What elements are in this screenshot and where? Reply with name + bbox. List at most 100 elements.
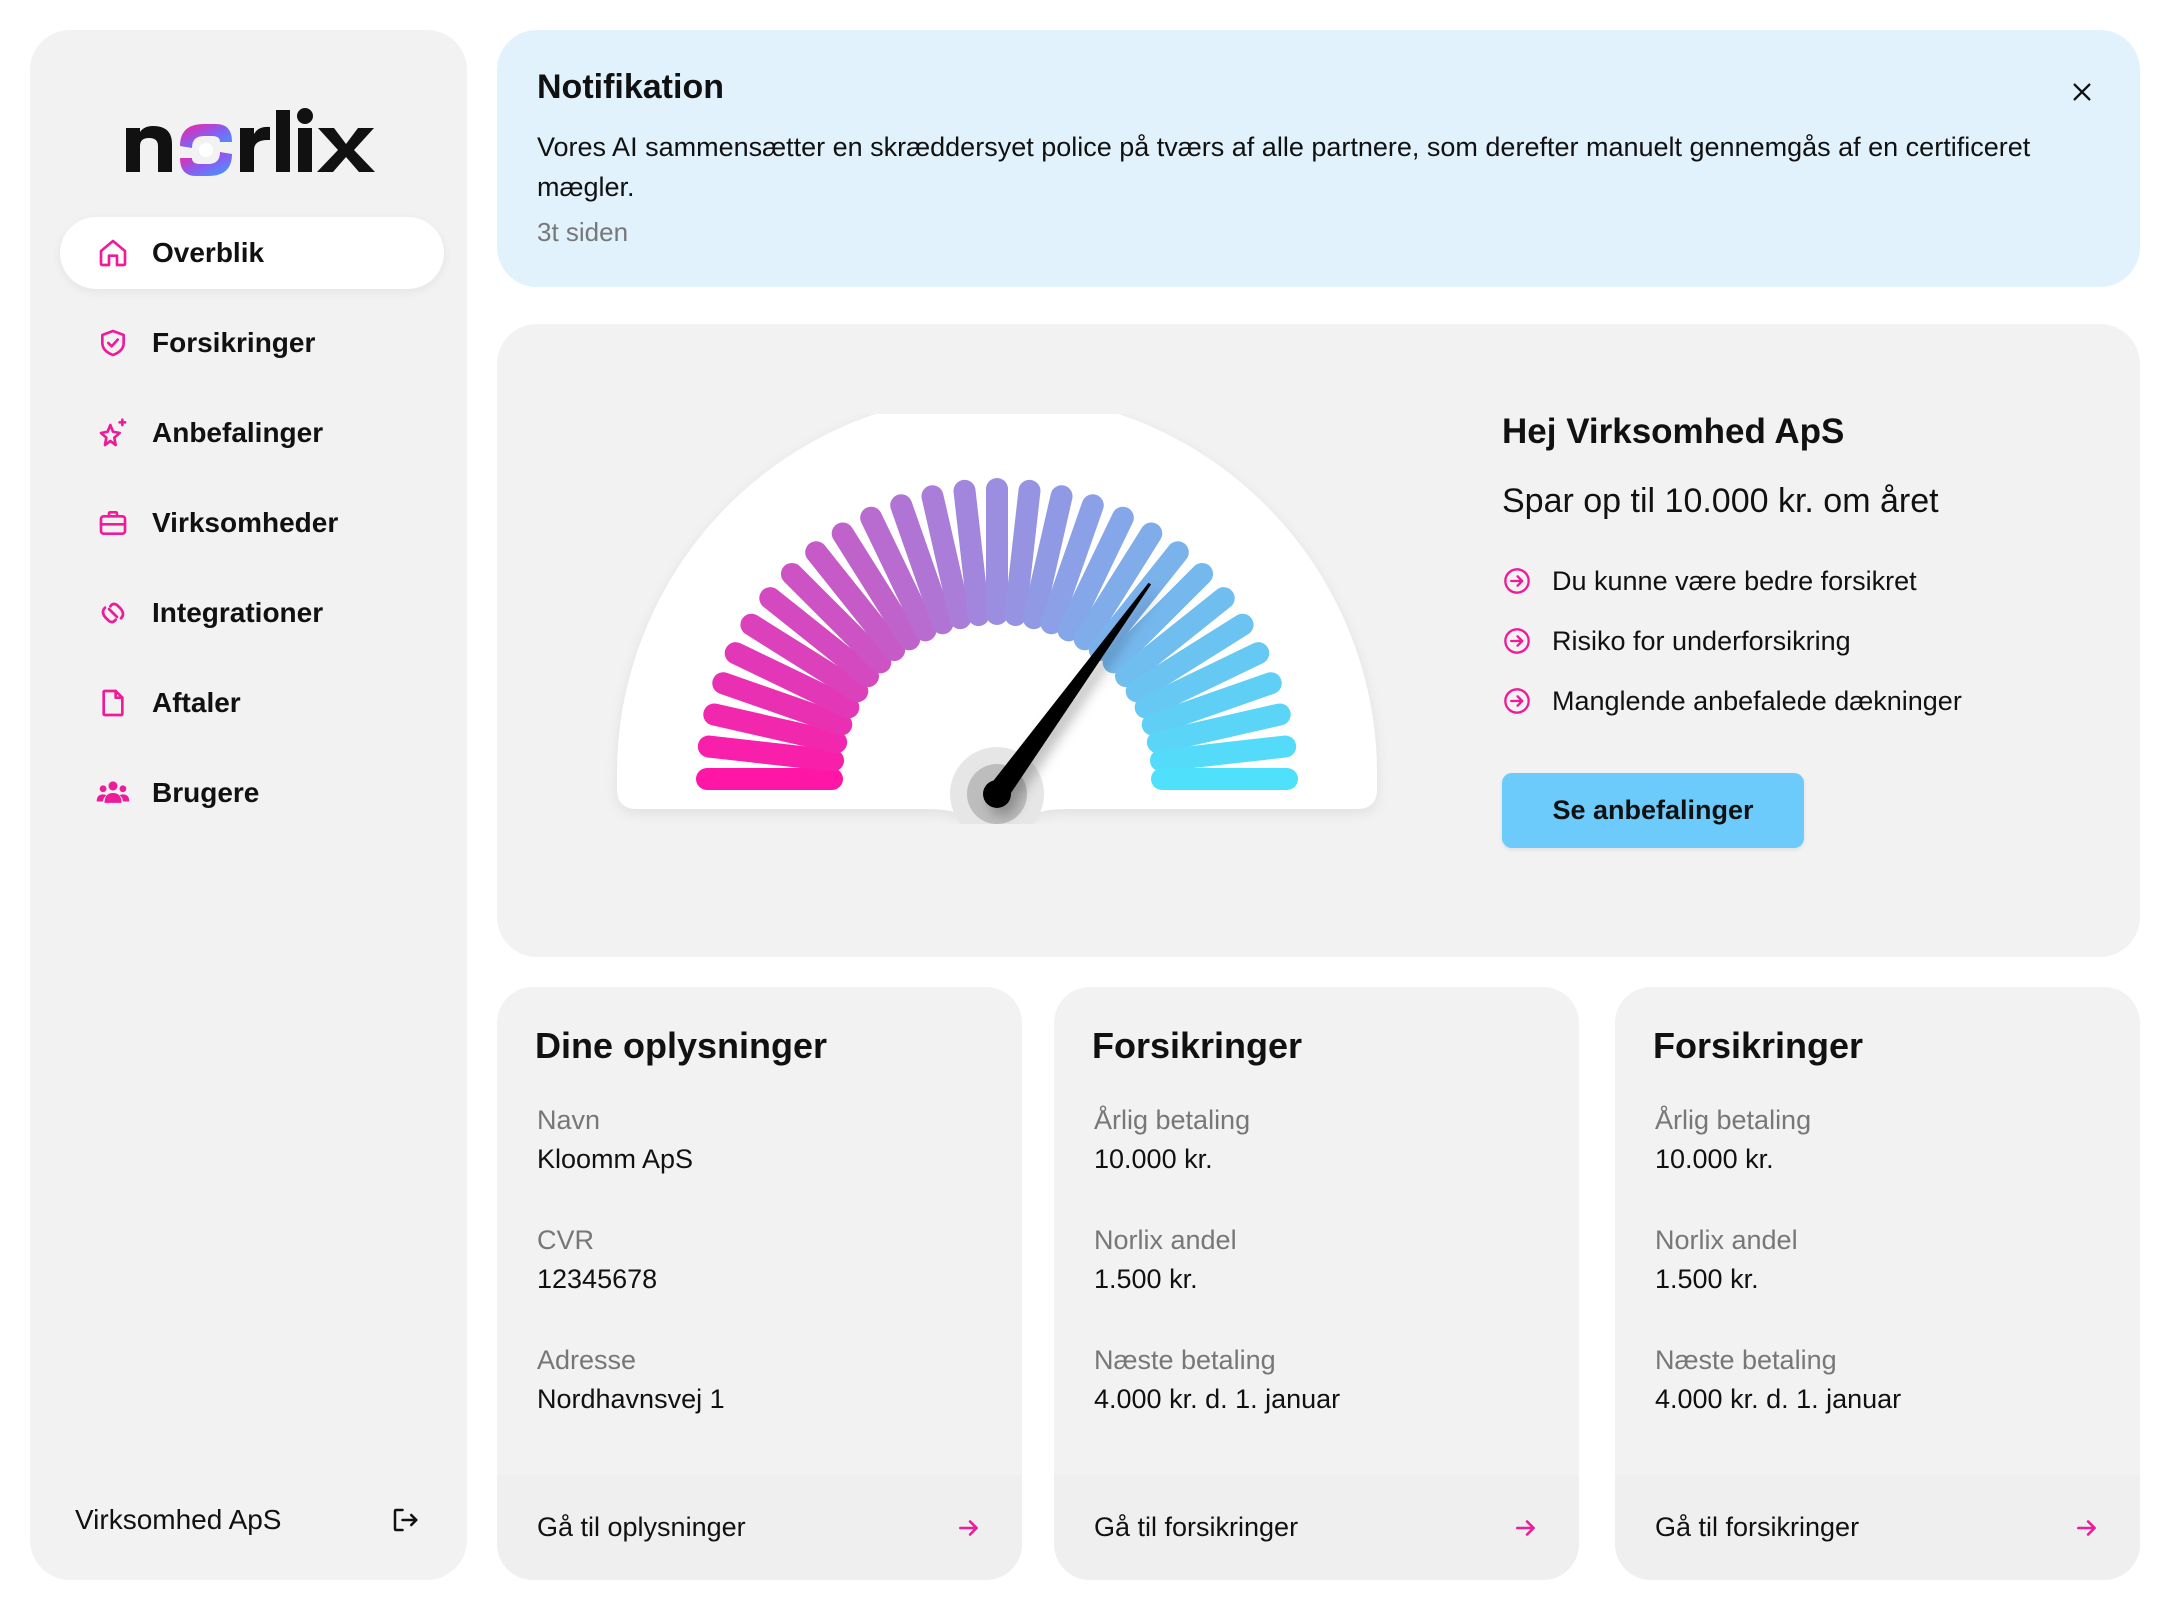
- sidebar-item-aftaler[interactable]: Aftaler: [60, 667, 444, 739]
- card-fields: Årlig betaling 10.000 kr. Norlix andel 1…: [1655, 1105, 1901, 1465]
- gauge-segment: [759, 587, 879, 688]
- sidebar-item-label: Virksomheder: [152, 507, 339, 538]
- notification-time: 3t siden: [537, 217, 629, 247]
- sidebar-item-label: Anbefalinger: [152, 417, 324, 448]
- sidebar-item-label: Forsikringer: [152, 327, 316, 358]
- card-title: Forsikringer: [1653, 1025, 1864, 1066]
- notification-body: Vores AI sammensætter en skræddersyet po…: [537, 132, 2031, 202]
- gauge-segment: [712, 672, 853, 736]
- hero-text: Hej Virksomhed ApS Spar op til 10.000 kr…: [1502, 412, 2102, 848]
- shield-check-icon: [94, 324, 132, 362]
- field-value: 10.000 kr.: [1655, 1144, 1774, 1174]
- sidebar-item-virksomheder[interactable]: Virksomheder: [60, 487, 444, 559]
- sidebar-item-label: Integrationer: [152, 597, 324, 628]
- gauge-segment: [1141, 672, 1282, 736]
- go-to-insurances-link[interactable]: Gå til forsikringer: [1054, 1475, 1579, 1580]
- arrow-right-icon: [2072, 1513, 2102, 1543]
- sidebar: Overblik Forsikringer Anbefalinger Virks…: [30, 30, 467, 1580]
- link-icon: [94, 594, 132, 632]
- field-label: Næste betaling: [1655, 1345, 1837, 1375]
- close-icon[interactable]: [2062, 72, 2102, 112]
- field-label: Årlig betaling: [1655, 1105, 1812, 1135]
- briefcase-icon: [94, 504, 132, 542]
- arrow-right-icon: [954, 1513, 984, 1543]
- field-norlix-share: Norlix andel 1.500 kr.: [1094, 1225, 1340, 1345]
- gauge-segment: [890, 494, 954, 635]
- list-item-text: Du kunne være bedre forsikret: [1552, 565, 1917, 596]
- field-annual-payment: Årlig betaling 10.000 kr.: [1094, 1105, 1340, 1225]
- field-value: 1.500 kr.: [1655, 1264, 1759, 1294]
- sidebar-item-brugere[interactable]: Brugere: [60, 757, 444, 829]
- gauge-segment: [1134, 642, 1270, 719]
- greeting: Hej Virksomhed ApS: [1502, 412, 1845, 451]
- notification-title: Notifikation: [537, 68, 724, 106]
- gauge-segment: [703, 703, 848, 754]
- card-link-label: Gå til forsikringer: [1655, 1512, 1860, 1542]
- gauge-segment: [1125, 613, 1254, 703]
- gauge-segment: [740, 613, 869, 703]
- field-value: Nordhavnsvej 1: [537, 1384, 725, 1414]
- insurance-card: Forsikringer Årlig betaling 10.000 kr. N…: [1054, 987, 1579, 1580]
- gauge-segment: [953, 479, 990, 627]
- see-recommendations-button[interactable]: Se anbefalinger: [1502, 773, 1804, 848]
- home-icon: [94, 234, 132, 272]
- card-link-label: Gå til oplysninger: [537, 1512, 746, 1542]
- card-fields: Navn Kloomm ApS CVR 12345678 Adresse Nor…: [537, 1105, 725, 1465]
- arrow-right-icon: [1511, 1513, 1541, 1543]
- gauge-segment: [1057, 506, 1134, 642]
- sidebar-item-forsikringer[interactable]: Forsikringer: [60, 307, 444, 379]
- field-label: Næste betaling: [1094, 1345, 1276, 1375]
- field-value: Kloomm ApS: [537, 1144, 694, 1174]
- gauge-segment: [921, 485, 972, 630]
- field-next-payment: Næste betaling 4.000 kr. d. 1. januar: [1655, 1345, 1901, 1465]
- users-icon: [94, 774, 132, 812]
- gauge-needle-body: [988, 582, 1152, 801]
- arrow-circle-icon: [1502, 566, 1532, 596]
- gauge-segment: [1073, 522, 1163, 651]
- gauge-segment: [1022, 485, 1073, 630]
- gauge-segment: [805, 541, 906, 661]
- field-norlix-share: Norlix andel 1.500 kr.: [1655, 1225, 1901, 1345]
- gauge-segment: [1102, 562, 1214, 674]
- field-value: 1.500 kr.: [1094, 1264, 1198, 1294]
- sidebar-item-label: Brugere: [152, 777, 260, 808]
- card-title: Forsikringer: [1092, 1025, 1303, 1066]
- go-to-info-link[interactable]: Gå til oplysninger: [497, 1475, 1022, 1580]
- field-name: Navn Kloomm ApS: [537, 1105, 725, 1225]
- list-item-text: Manglende anbefalede dækninger: [1552, 685, 1962, 716]
- sidebar-item-label: Aftaler: [152, 687, 241, 718]
- gauge-segment: [1115, 587, 1235, 688]
- field-label: Adresse: [537, 1345, 637, 1375]
- gauge-segment: [697, 735, 845, 772]
- list-item-text: Risiko for underforsikring: [1552, 625, 1851, 656]
- sidebar-item-integrationer[interactable]: Integrationer: [60, 577, 444, 649]
- list-item: Du kunne være bedre forsikret: [1502, 551, 2102, 611]
- gauge-segment: [724, 642, 860, 719]
- gauge-segment: [780, 562, 892, 674]
- sparkle-star-icon: [94, 414, 132, 452]
- arrow-circle-icon: [1502, 686, 1532, 716]
- recommendation-list: Du kunne være bedre forsikret Risiko for…: [1502, 551, 2102, 731]
- norlix-logo[interactable]: [120, 100, 380, 190]
- field-label: Navn: [537, 1105, 601, 1135]
- field-value: 4.000 kr. d. 1. januar: [1094, 1384, 1341, 1414]
- gauge-segments: [696, 478, 1298, 790]
- field-label: Norlix andel: [1094, 1225, 1237, 1255]
- info-card: Dine oplysninger Navn Kloomm ApS CVR 123…: [497, 987, 1022, 1580]
- sidebar-item-overblik[interactable]: Overblik: [60, 217, 444, 289]
- card-fields: Årlig betaling 10.000 kr. Norlix andel 1…: [1094, 1105, 1340, 1465]
- field-annual-payment: Årlig betaling 10.000 kr.: [1655, 1105, 1901, 1225]
- gauge-segment: [1040, 494, 1104, 635]
- arrow-circle-icon: [1502, 626, 1532, 656]
- sidebar-nav: Overblik Forsikringer Anbefalinger Virks…: [60, 217, 444, 847]
- logout-icon[interactable]: [383, 1498, 427, 1542]
- sidebar-item-anbefalinger[interactable]: Anbefalinger: [60, 397, 444, 469]
- gauge-segment: [860, 506, 937, 642]
- gauge-needle-base: [983, 780, 1011, 808]
- gauge-segment: [1149, 735, 1297, 772]
- gauge-needle: [983, 582, 1152, 808]
- go-to-insurances-link[interactable]: Gå til forsikringer: [1615, 1475, 2140, 1580]
- savings-hero: Hej Virksomhed ApS Spar op til 10.000 kr…: [497, 324, 2140, 957]
- gauge-segment: [831, 522, 921, 651]
- field-cvr: CVR 12345678: [537, 1225, 725, 1345]
